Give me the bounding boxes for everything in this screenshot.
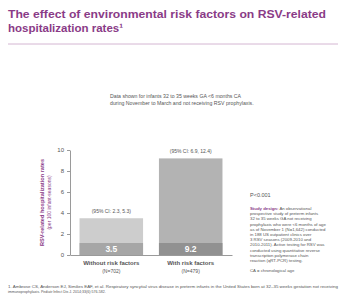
y-tick-label: 0 (61, 252, 65, 258)
data-label: 3.5 (105, 244, 117, 254)
data-label-box (159, 243, 223, 255)
y-tick-mark (67, 213, 70, 214)
y-tick-label: 10 (57, 147, 64, 153)
y-tick: 10 (57, 147, 70, 153)
y-tick-mark (67, 234, 70, 235)
category-note: (N=702) (102, 268, 121, 274)
y-tick: 6 (61, 189, 70, 195)
y-tick-mark (67, 255, 70, 256)
y-tick: 0 (61, 252, 70, 258)
y-axis: 0 2 4 6 8 10 (57, 147, 70, 258)
x-axis-line (71, 255, 233, 256)
y-tick: 2 (61, 231, 70, 237)
category-note: (N=479) (182, 268, 201, 274)
title-rule (8, 44, 338, 45)
x-axis (71, 255, 233, 256)
y-tick-label: 8 (61, 168, 65, 174)
y-tick: 4 (61, 210, 70, 216)
footnote: immunoprophylaxis. Pediatr Infect Dis J.… (8, 290, 106, 294)
abbreviation: CA = chronological age (250, 268, 295, 273)
chart: The effect of environmental risk factors… (0, 0, 346, 300)
y-tick-label: 4 (61, 210, 65, 216)
subtitle: Data shown for infants 32 to 35 weeks GA… (110, 93, 242, 99)
bar (159, 158, 223, 255)
p-value: P<0.001 (250, 192, 271, 198)
y-tick-label: 2 (61, 231, 65, 237)
y-tick-mark (67, 192, 70, 193)
y-tick-label: 6 (61, 189, 65, 195)
y-tick-mark (67, 171, 70, 172)
title: The effect of environmental risk factors… (8, 8, 326, 20)
ci-annotation: (95% CI: 2.3, 5.3) (92, 208, 132, 214)
subtitle: during November to March and not receivi… (110, 100, 254, 106)
title: hospitalization rates¹ (8, 22, 123, 34)
ci-annotation: (95% CI: 6.9, 12.4) (170, 148, 212, 154)
footnote: 1. Ambrose CS, Anderson EJ, Simões EAF, … (8, 285, 338, 289)
y-axis-title: RSV-related hospitalization rates (39, 159, 45, 246)
category-label: Without risk factors (83, 260, 140, 266)
y-axis-line (70, 151, 71, 256)
data-label-box (80, 243, 144, 255)
y-axis-title: (per 100 infant-seasons) (46, 175, 52, 230)
study-design: reaction (qRT-PCR) testing. (250, 258, 303, 263)
bar (80, 218, 144, 255)
bars (80, 158, 223, 255)
y-tick: 8 (61, 168, 70, 174)
data-label: 9.2 (185, 244, 197, 254)
category-label: With risk factors (167, 260, 215, 266)
y-tick-mark (67, 150, 70, 151)
